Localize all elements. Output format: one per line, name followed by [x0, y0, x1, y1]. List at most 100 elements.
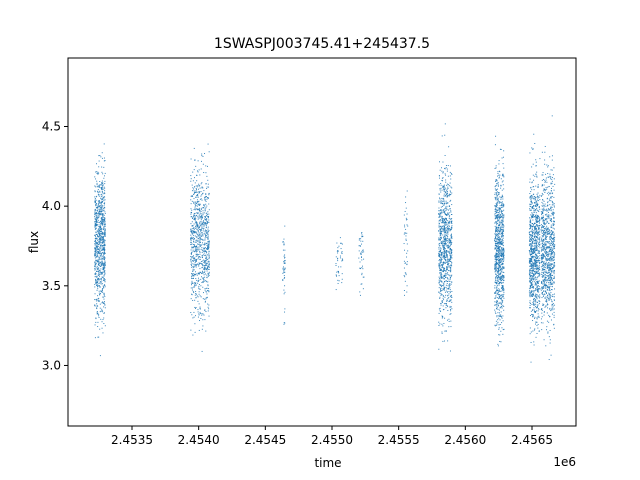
data-point [547, 286, 549, 288]
data-point [100, 245, 102, 247]
data-point [496, 203, 498, 205]
data-point [539, 257, 541, 259]
data-point [534, 227, 536, 229]
data-point [531, 255, 533, 257]
data-point [550, 196, 552, 198]
data-point [100, 213, 102, 215]
data-point [191, 264, 193, 266]
data-point [501, 288, 503, 290]
data-point [529, 243, 531, 245]
data-point [530, 246, 532, 248]
data-point [499, 302, 501, 304]
data-point [538, 286, 540, 288]
data-point [533, 236, 535, 238]
data-point [450, 191, 452, 193]
data-point [551, 233, 553, 235]
data-point [438, 265, 440, 267]
data-point [542, 283, 544, 285]
data-point [203, 228, 205, 230]
data-point [497, 301, 499, 303]
data-point [503, 278, 505, 280]
data-point [96, 281, 98, 283]
data-point [197, 228, 199, 230]
data-point [498, 208, 500, 210]
data-point [190, 259, 192, 261]
data-point [197, 249, 199, 251]
data-point [190, 213, 192, 215]
data-point [498, 298, 499, 300]
data-point [532, 269, 534, 271]
data-point [101, 288, 103, 290]
data-point [448, 326, 450, 328]
data-point [104, 284, 106, 286]
data-point [501, 225, 503, 227]
data-point [535, 205, 537, 207]
data-point [405, 202, 407, 204]
data-point [363, 251, 365, 253]
data-point [94, 263, 96, 265]
data-point [499, 215, 501, 217]
data-point [495, 226, 497, 228]
data-point [94, 190, 96, 192]
data-point [95, 260, 97, 262]
data-point [547, 241, 549, 243]
data-point [447, 264, 449, 266]
data-point [447, 241, 449, 243]
data-point [535, 233, 537, 235]
data-point [529, 228, 531, 230]
data-point [98, 232, 100, 234]
data-point [495, 180, 497, 182]
data-point [529, 275, 531, 277]
data-point [198, 236, 200, 238]
data-point [208, 193, 210, 195]
data-point [446, 269, 448, 271]
data-point [200, 219, 202, 221]
data-point [499, 210, 501, 212]
data-point [444, 231, 446, 233]
data-point [538, 231, 540, 233]
data-point [438, 239, 440, 241]
data-point [206, 215, 208, 217]
data-point [205, 219, 207, 221]
data-point [198, 313, 200, 315]
data-point [531, 231, 533, 233]
data-point [94, 283, 96, 285]
data-point [499, 233, 501, 235]
data-point [496, 303, 498, 305]
data-point [197, 282, 199, 284]
data-point [535, 165, 537, 167]
data-point [533, 299, 535, 301]
data-point [95, 209, 97, 211]
data-point [499, 297, 501, 299]
data-point [199, 210, 201, 212]
data-point [502, 249, 504, 251]
data-point [498, 264, 500, 266]
data-point [530, 221, 532, 223]
data-point [97, 299, 99, 301]
data-point [553, 296, 555, 298]
data-point [199, 271, 201, 273]
data-point [190, 258, 192, 260]
data-point [537, 203, 539, 205]
data-point [498, 261, 500, 263]
data-point [206, 223, 208, 225]
data-point [194, 323, 196, 325]
data-point [207, 303, 209, 305]
data-point [439, 223, 441, 225]
data-point [443, 218, 445, 220]
data-point [529, 251, 531, 253]
data-point [529, 219, 531, 221]
data-point [195, 205, 197, 207]
data-point [501, 302, 503, 304]
data-point [530, 234, 532, 236]
data-point [534, 223, 536, 224]
data-point [541, 308, 543, 310]
data-point [193, 147, 195, 149]
data-point [500, 219, 502, 221]
data-point [496, 215, 498, 217]
data-point [97, 212, 99, 214]
data-point [101, 257, 103, 259]
data-point [533, 213, 535, 215]
data-point [448, 195, 450, 197]
data-point [100, 268, 102, 270]
